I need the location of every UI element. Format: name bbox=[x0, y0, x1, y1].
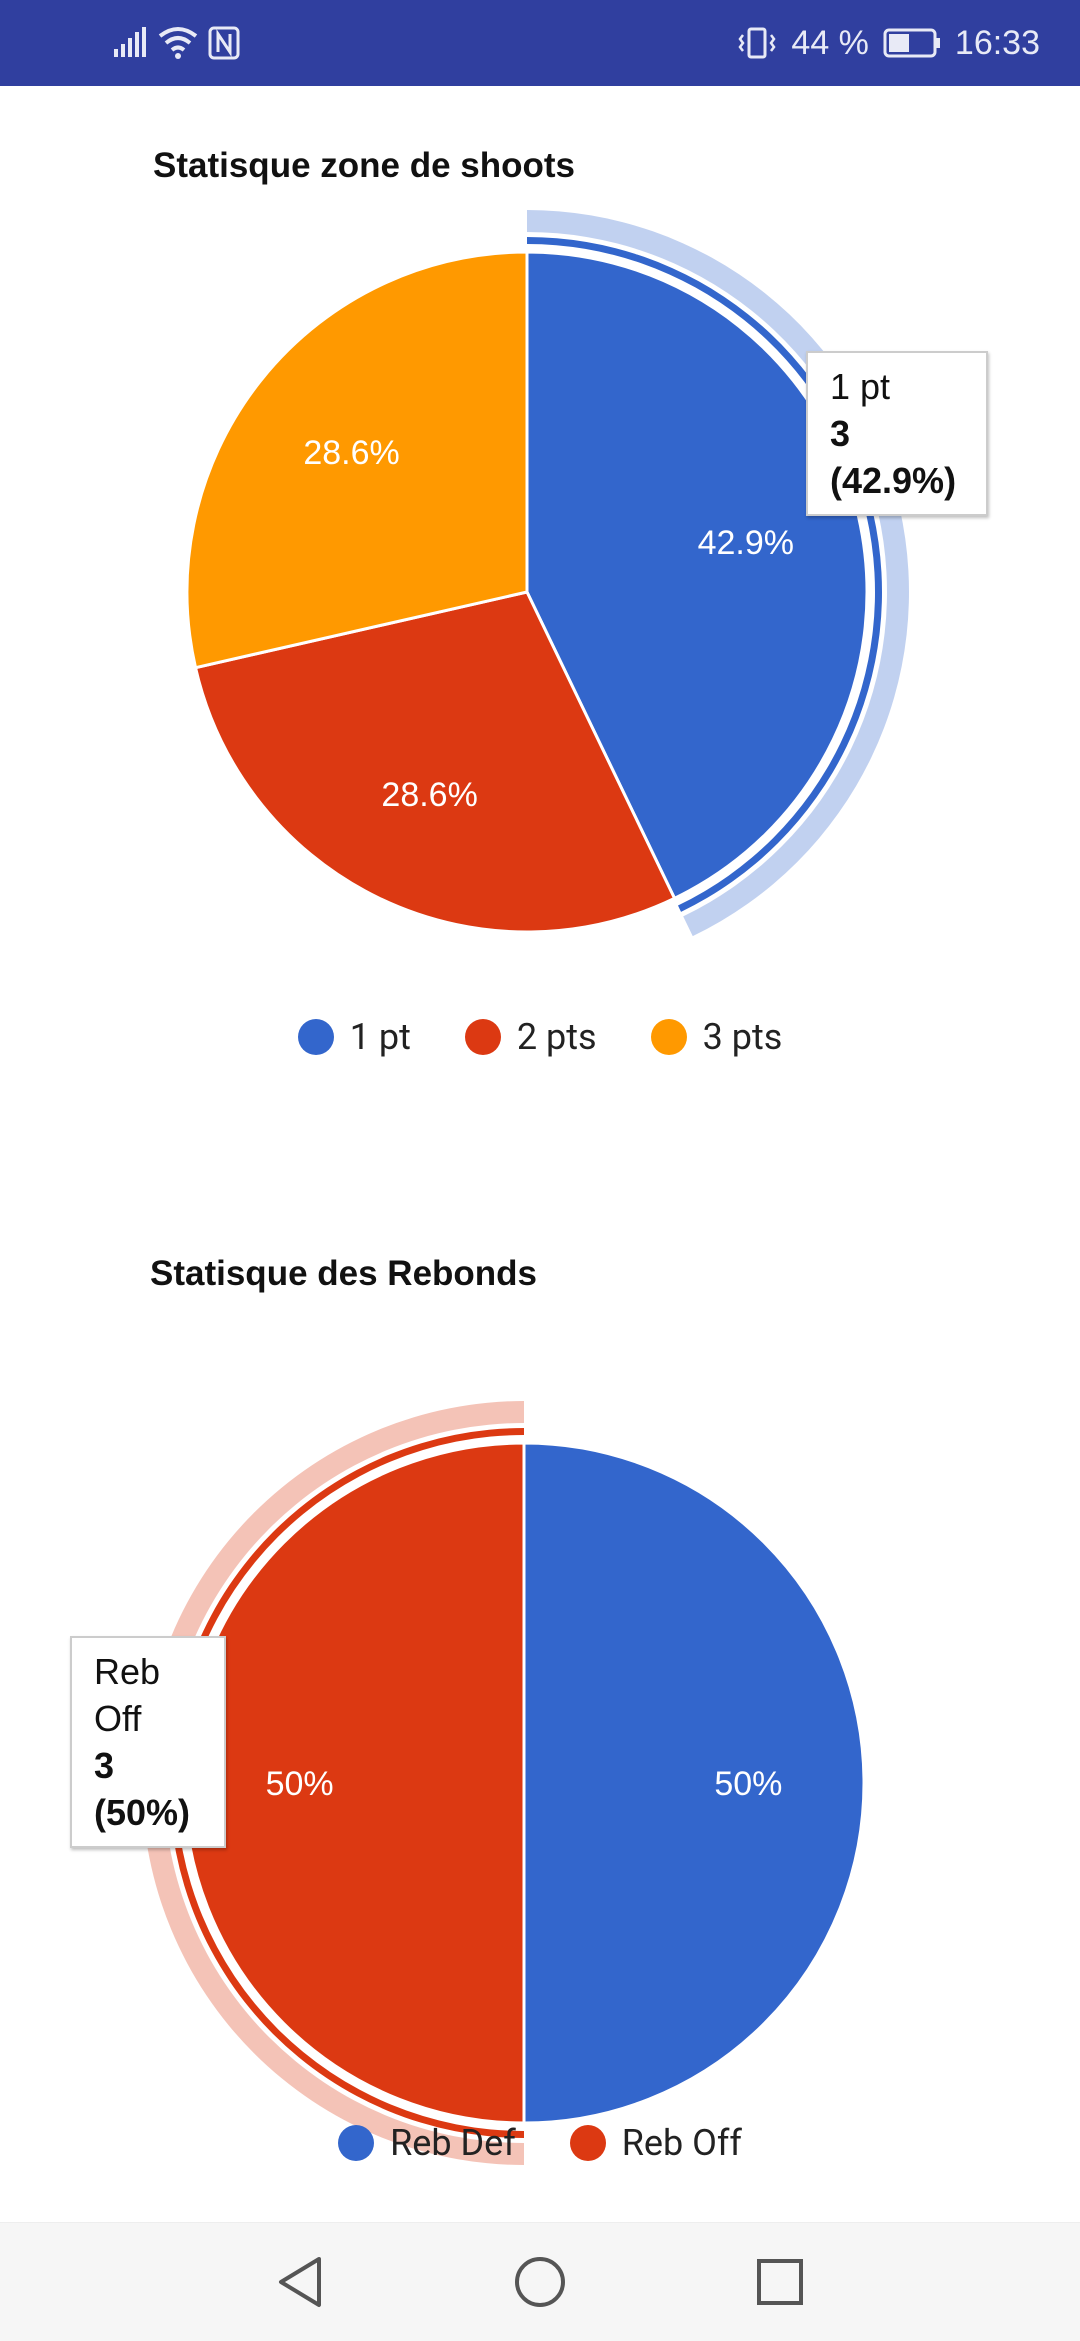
legend-item-reb-def[interactable]: Reb Def bbox=[338, 2122, 516, 2164]
charts-page: Statisque zone de shoots 42.9% 28.6% 28.6%… bbox=[0, 86, 1080, 2222]
legend-shoots: 1 pt 2 pts 3 pts bbox=[0, 1016, 1080, 1058]
signal-icon bbox=[114, 27, 146, 57]
status-bar: 44 % 16:33 bbox=[0, 0, 1080, 86]
back-button[interactable] bbox=[220, 2223, 380, 2341]
slice-label-2-pts: 28.6% bbox=[381, 776, 477, 814]
tooltip-shoots: 1 pt 3 (42.9%) bbox=[806, 351, 988, 516]
home-icon bbox=[515, 2257, 565, 2307]
legend-dot bbox=[338, 2125, 375, 2161]
clock: 16:33 bbox=[954, 23, 1040, 62]
home-button[interactable] bbox=[460, 2223, 620, 2341]
nfc-icon bbox=[208, 26, 240, 60]
slice-label-reb-off: 50% bbox=[266, 1765, 334, 1803]
back-icon bbox=[279, 2257, 321, 2307]
legend-label: 1 pt bbox=[349, 1016, 411, 1058]
legend-item-3-pts[interactable]: 3 pts bbox=[650, 1016, 783, 1058]
status-right: 44 % 16:33 bbox=[737, 18, 1040, 68]
vibrate-icon bbox=[738, 27, 776, 59]
recents-icon bbox=[757, 2259, 803, 2305]
tooltip-value: 3 (42.9%) bbox=[830, 413, 957, 501]
slice-3-pts[interactable] bbox=[185, 250, 529, 670]
legend-label: Reb Def bbox=[390, 2122, 516, 2164]
legend-label: 2 pts bbox=[516, 1016, 597, 1058]
navigation-bar bbox=[0, 2222, 1080, 2341]
legend-label: 3 pts bbox=[702, 1016, 783, 1058]
legend-dot bbox=[650, 1019, 687, 1055]
wifi-icon bbox=[158, 27, 198, 59]
slice-reb-def[interactable] bbox=[522, 1441, 866, 2125]
legend-item-reb-off[interactable]: Reb Off bbox=[569, 2122, 742, 2164]
legend-label: Reb Off bbox=[621, 2122, 742, 2164]
slice-label-1-pt: 42.9% bbox=[698, 524, 794, 562]
legend-rebounds: Reb Def Reb Off bbox=[0, 2122, 1080, 2164]
legend-dot bbox=[297, 1019, 334, 1055]
status-left-icons bbox=[112, 22, 240, 64]
legend-item-1-pt[interactable]: 1 pt bbox=[297, 1016, 411, 1058]
legend-dot bbox=[464, 1019, 501, 1055]
slice-label-reb-def: 50% bbox=[714, 1765, 782, 1803]
slice-label-3-pts: 28.6% bbox=[303, 434, 399, 472]
tooltip-rebounds: Reb Off 3 (50%) bbox=[70, 1636, 226, 1848]
tooltip-label: 1 pt bbox=[830, 366, 891, 407]
tooltip-value: 3 (50%) bbox=[94, 1745, 191, 1833]
slice-2-pts[interactable] bbox=[193, 590, 677, 934]
legend-dot bbox=[569, 2125, 606, 2161]
slice-1-pt[interactable] bbox=[525, 250, 869, 901]
pie-chart-rebounds[interactable]: 50% 50% bbox=[0, 1286, 1080, 2186]
legend-item-2-pts[interactable]: 2 pts bbox=[464, 1016, 597, 1058]
battery-icon bbox=[883, 28, 940, 58]
chart-title-shoots: Statisque zone de shoots bbox=[153, 146, 575, 185]
pie-chart-shoots[interactable]: 42.9% 28.6% 28.6% bbox=[0, 186, 1080, 1086]
chart-title-rebounds: Statisque des Rebonds bbox=[150, 1254, 538, 1293]
recents-button[interactable] bbox=[700, 2223, 860, 2341]
battery-percent: 44 % bbox=[791, 23, 869, 62]
tooltip-label: Reb Off bbox=[94, 1651, 161, 1739]
